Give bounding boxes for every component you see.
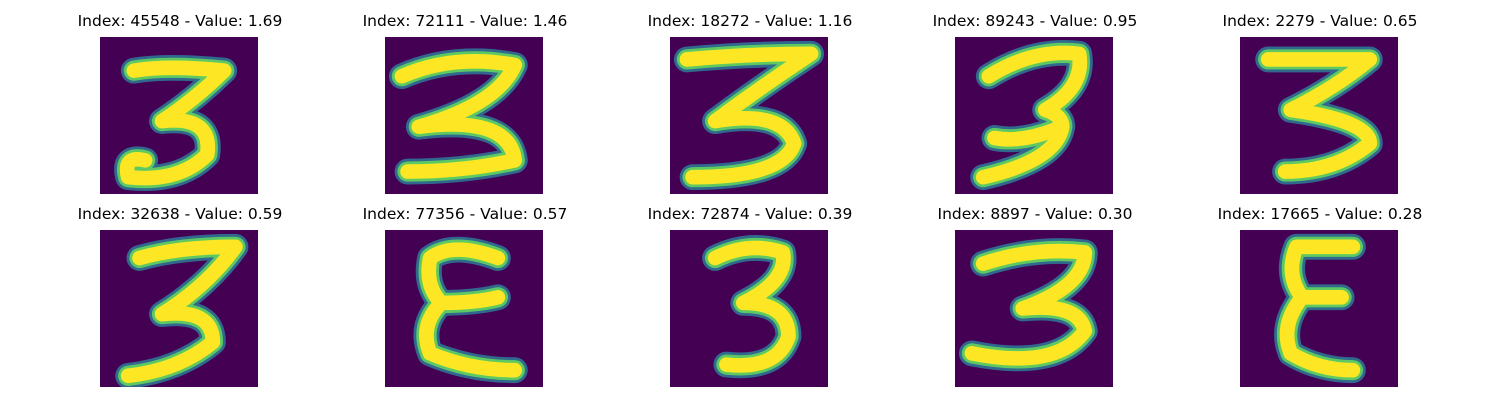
digit-image (955, 230, 1113, 387)
digit-image (100, 230, 258, 387)
panel-title: Index: 45548 - Value: 1.69 (77, 12, 283, 30)
panel-title: Index: 2279 - Value: 0.65 (1222, 12, 1418, 30)
panel-title: Index: 32638 - Value: 0.59 (77, 205, 283, 223)
digit-image (385, 37, 543, 194)
digit-image (1240, 230, 1398, 387)
panel-title: Index: 72111 - Value: 1.46 (362, 12, 568, 30)
panel-title: Index: 72874 - Value: 0.39 (647, 205, 853, 223)
panel-title: Index: 77356 - Value: 0.57 (362, 205, 568, 223)
digit-image (385, 230, 543, 387)
panel-title: Index: 89243 - Value: 0.95 (932, 12, 1138, 30)
panel-title: Index: 17665 - Value: 0.28 (1217, 205, 1423, 223)
digit-image (1240, 37, 1398, 194)
digit-image (670, 230, 828, 387)
digit-image (100, 37, 258, 194)
panel-title: Index: 18272 - Value: 1.16 (647, 12, 853, 30)
digit-image (955, 37, 1113, 194)
digit-image (670, 37, 828, 194)
panel-title: Index: 8897 - Value: 0.30 (937, 205, 1133, 223)
